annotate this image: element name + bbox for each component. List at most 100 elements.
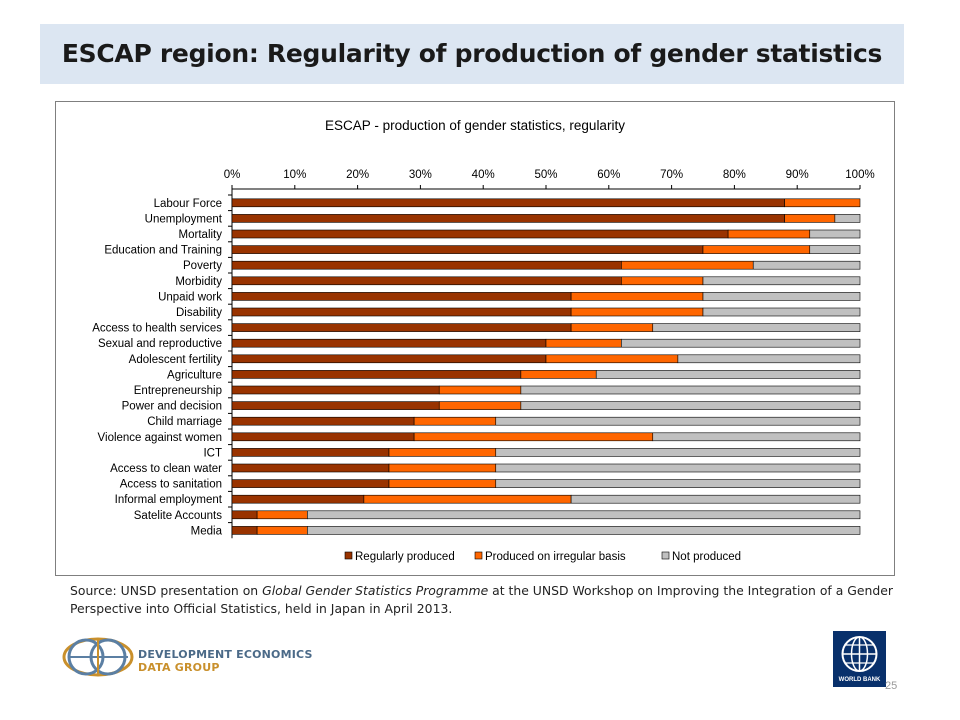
bar-segment-3 [307,510,861,520]
bar-segment-1 [231,432,415,442]
bar-segment-3 [677,354,861,364]
x-tick-label: 10% [283,169,306,181]
legend-swatch [474,551,483,560]
bar-segment-1 [231,229,729,239]
bar-segment-3 [307,526,861,535]
ded-logo-line1: DEVELOPMENT ECONOMICS [138,648,313,661]
bar-segment-2 [570,307,704,317]
bar-segment-2 [727,229,811,239]
bar-segment-3 [570,494,861,504]
globe-grid-icon [841,636,878,672]
bar-segment-3 [495,463,861,473]
category-label: Poverty [183,260,222,272]
x-tick-label: 100% [845,169,874,181]
bar-segment-2 [784,198,861,208]
category-label: Access to clean water [110,463,222,475]
bar-segment-2 [702,245,811,254]
bar-segment-1 [231,370,522,379]
bar-segment-2 [545,354,679,364]
source-prefix: Source: UNSD presentation on [70,583,263,598]
legend-label: Not produced [672,551,741,563]
bar-segment-2 [520,370,597,379]
bar-segment-1 [231,416,415,426]
bar-segment-2 [256,526,308,535]
globe-rings-icon [62,637,134,677]
bar-segment-3 [809,229,861,239]
category-label: Child marriage [147,416,222,428]
category-label: Power and decision [122,401,222,413]
bar-segment-1 [231,245,704,254]
bar-segment-3 [752,260,861,270]
slide-title: ESCAP region: Regularity of production o… [61,39,883,68]
bar-segment-2 [256,510,308,520]
category-label: Disability [176,307,222,319]
legend-swatch [661,551,670,560]
bar-segment-3 [702,276,861,286]
bar-segment-3 [520,385,861,395]
title-band [40,24,904,84]
ded-logo-line2: DATA GROUP [138,661,220,674]
bar-segment-1 [231,354,547,364]
bar-segment-1 [231,385,440,395]
category-label: Sexual and reproductive [98,338,222,350]
bar-segment-2 [621,260,754,270]
bar-segment-3 [595,370,861,379]
bar-segment-1 [231,510,258,520]
bar-segment-2 [363,494,572,504]
bar-segment-1 [231,338,547,348]
legend-label: Regularly produced [355,551,455,563]
bar-segment-3 [495,448,861,457]
category-label: Satelite Accounts [134,510,222,522]
bar-segment-1 [231,463,390,473]
category-label: Access to sanitation [120,479,222,491]
bar-segment-3 [652,432,861,442]
source-suffix: at the UNSD Workshop on Improving the In… [70,583,893,616]
bar-segment-1 [231,323,572,332]
bar-segment-2 [784,214,836,223]
x-tick-label: 80% [723,169,746,181]
bar-segment-1 [231,448,390,457]
category-label: Mortality [179,229,223,241]
bar-segment-3 [809,245,861,254]
category-label: Agriculture [167,369,222,381]
bar-segment-2 [570,323,654,332]
category-label: Unpaid work [158,291,222,303]
world-bank-logo [833,631,886,687]
bar-segment-2 [438,401,522,410]
bar-segment-3 [834,214,861,223]
bar-segment-2 [545,338,622,348]
bar-segment-3 [702,292,861,301]
source-italic: Global Gender Statistics Programme [262,583,489,598]
x-tick-label: 30% [409,169,432,181]
category-label: Labour Force [154,198,222,210]
category-label: ICT [203,447,222,459]
bar-segment-2 [388,463,497,473]
bar-segment-2 [388,448,497,457]
bar-segment-3 [702,307,861,317]
x-tick-label: 20% [346,169,369,181]
category-label: Informal employment [115,494,223,506]
category-label: Media [191,525,223,537]
x-tick-label: 90% [786,169,809,181]
bar-segment-2 [413,432,654,442]
bar-segment-3 [495,416,861,426]
x-tick-label: 50% [534,169,557,181]
bar-segment-1 [231,401,440,410]
source-note: Source: UNSD presentation on Global Gend… [70,582,940,618]
bar-segment-3 [520,401,861,410]
x-tick-label: 40% [472,169,495,181]
bar-segment-1 [231,260,622,270]
ded-logo-text: DEVELOPMENT ECONOMICS DATA GROUP [138,648,313,674]
bar-segment-1 [231,198,785,208]
chart-title: ESCAP - production of gender statistics,… [325,118,625,133]
bar-segment-1 [231,526,258,535]
bar-segment-3 [495,479,861,488]
bar-segment-1 [231,494,365,504]
category-label: Violence against women [98,432,222,444]
bar-segment-1 [231,307,572,317]
bar-segment-2 [570,292,704,301]
x-tick-label: 70% [660,169,683,181]
stacked-bar-chart: ESCAP - production of gender statistics,… [92,118,874,563]
category-label: Morbidity [175,276,222,288]
legend-swatch [344,551,353,560]
